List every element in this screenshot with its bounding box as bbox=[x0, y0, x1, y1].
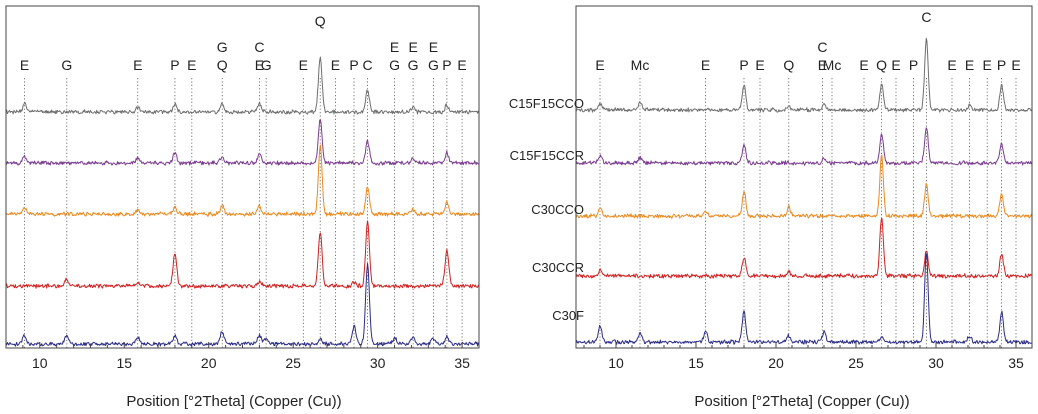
x-tick-label: 35 bbox=[454, 355, 470, 371]
series-label: C15F15CCR bbox=[510, 148, 584, 163]
peak-label: E bbox=[133, 57, 142, 73]
peak-label: E bbox=[429, 39, 438, 55]
peak-label: E bbox=[983, 57, 992, 73]
peak-label: Q bbox=[315, 13, 326, 29]
peak-label: E bbox=[390, 39, 399, 55]
xrd-trace-series-5 bbox=[576, 253, 1032, 345]
x-tick-label: 25 bbox=[848, 355, 864, 371]
peak-label: E bbox=[755, 57, 764, 73]
peak-label: P bbox=[997, 57, 1006, 73]
peak-label: P bbox=[909, 57, 918, 73]
xrd-trace-series-1 bbox=[576, 37, 1032, 113]
xrd-trace-c30cco bbox=[6, 144, 479, 217]
peak-label: G bbox=[261, 57, 272, 73]
peak-label: E bbox=[701, 57, 710, 73]
x-axis-title: Position [°2Theta] (Copper (Cu)) bbox=[126, 393, 341, 410]
peak-label: G bbox=[389, 57, 400, 73]
series-label: C30F bbox=[552, 308, 584, 323]
x-tick-label: 15 bbox=[688, 355, 704, 371]
x-tick-label: 35 bbox=[1008, 355, 1024, 371]
peak-label: P bbox=[170, 57, 179, 73]
peak-label: C bbox=[362, 57, 372, 73]
peak-label: E bbox=[457, 57, 466, 73]
series-label: C30CCO bbox=[531, 202, 584, 217]
x-tick-label: 25 bbox=[285, 355, 301, 371]
x-tick-label: 10 bbox=[32, 355, 48, 371]
peak-label: E bbox=[20, 57, 29, 73]
peak-label: E bbox=[408, 39, 417, 55]
x-tick-label: 20 bbox=[201, 355, 217, 371]
peak-label: Mc bbox=[823, 57, 842, 73]
peak-label: Q bbox=[876, 57, 887, 73]
plot-frame bbox=[575, 5, 1033, 349]
xrd-trace-c30ccr bbox=[6, 220, 479, 289]
peak-label: P bbox=[442, 57, 451, 73]
x-tick-label: 20 bbox=[768, 355, 784, 371]
xrd-trace-c15f15cco bbox=[6, 56, 479, 115]
peak-label: G bbox=[217, 39, 228, 55]
x-tick-label: 15 bbox=[116, 355, 132, 371]
peak-label: G bbox=[61, 57, 72, 73]
peak-label: G bbox=[428, 57, 439, 73]
peak-label: E bbox=[891, 57, 900, 73]
peak-label: E bbox=[255, 57, 264, 73]
xrd-trace-series-4 bbox=[576, 217, 1032, 279]
peak-label: Q bbox=[783, 57, 794, 73]
x-tick-label: 30 bbox=[370, 355, 386, 371]
peak-label: C bbox=[817, 39, 827, 55]
peak-label: G bbox=[408, 57, 419, 73]
peak-label: E bbox=[331, 57, 340, 73]
xrd-trace-series-2 bbox=[576, 127, 1032, 166]
peak-label: P bbox=[739, 57, 748, 73]
peak-label: Mc bbox=[631, 57, 650, 73]
peak-label: E bbox=[947, 57, 956, 73]
peak-label: E bbox=[1011, 57, 1020, 73]
peak-label: E bbox=[818, 57, 827, 73]
peak-label: E bbox=[595, 57, 604, 73]
peak-label: E bbox=[965, 57, 974, 73]
peak-label: C bbox=[921, 9, 931, 25]
peak-label: P bbox=[349, 57, 358, 73]
x-tick-label: 10 bbox=[608, 355, 624, 371]
xrd-trace-c30f bbox=[6, 262, 479, 347]
peak-label: E bbox=[859, 57, 868, 73]
series-label: C30CCR bbox=[532, 260, 584, 275]
peak-label: E bbox=[187, 57, 196, 73]
x-axis-title: Position [°2Theta] (Copper (Cu)) bbox=[694, 393, 909, 410]
peak-label: E bbox=[299, 57, 308, 73]
xrd-trace-series-3 bbox=[576, 154, 1032, 219]
peak-label: Q bbox=[217, 57, 228, 73]
series-label: C15F15CCO bbox=[509, 96, 584, 111]
xrd-trace-c15f15ccr bbox=[6, 119, 479, 166]
x-tick-label: 30 bbox=[928, 355, 944, 371]
peak-label: C bbox=[254, 39, 264, 55]
